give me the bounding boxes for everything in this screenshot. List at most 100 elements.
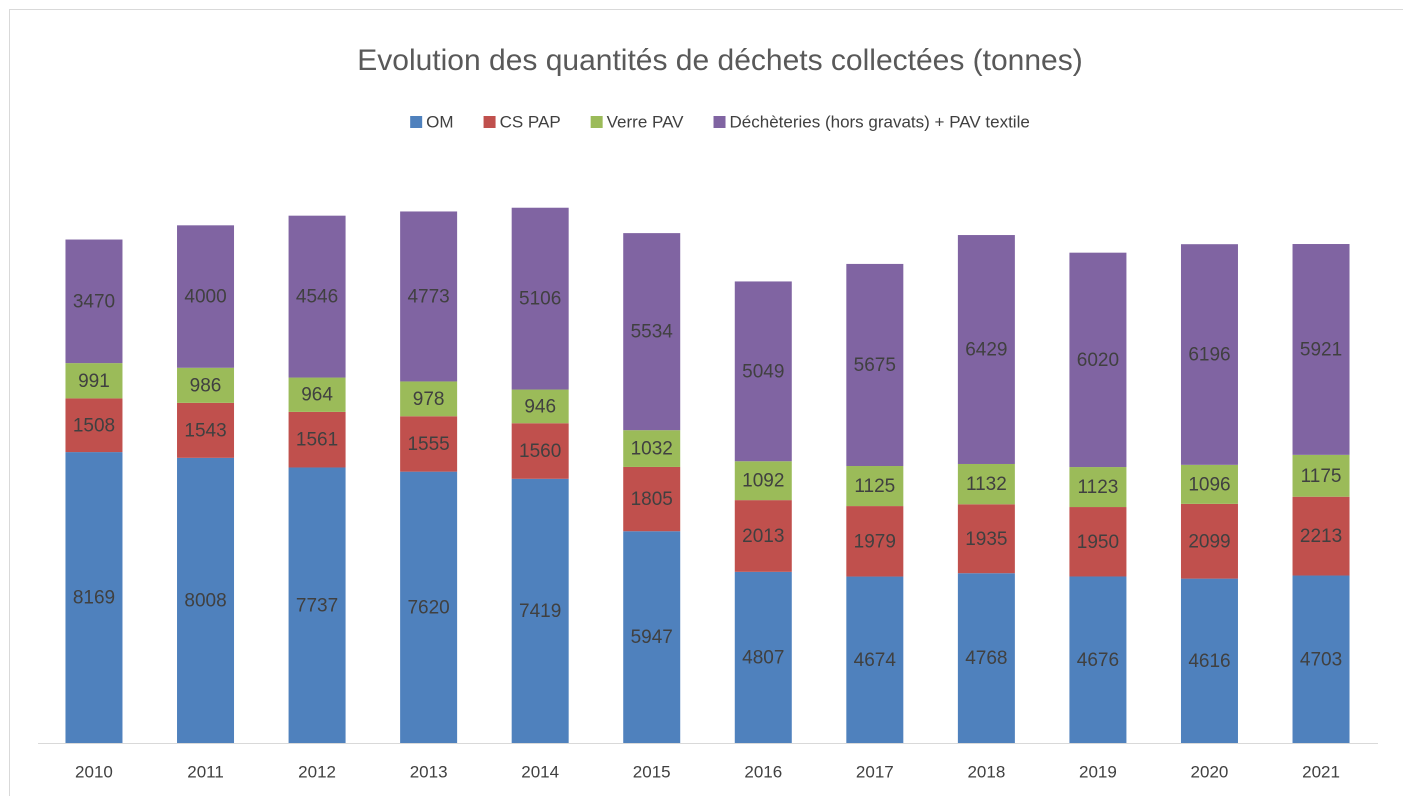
bar-segment <box>1069 467 1127 508</box>
x-tick-label: 2014 <box>521 762 559 781</box>
data-label: 8169 <box>73 588 115 609</box>
bar-segment <box>846 576 904 743</box>
bar-segment <box>957 504 1015 574</box>
data-label: 5947 <box>631 627 673 648</box>
bar-segment <box>511 389 569 424</box>
data-label: 5534 <box>631 322 674 343</box>
bar-segment <box>1069 507 1127 577</box>
data-label: 4768 <box>965 648 1007 669</box>
data-label: 1175 <box>1301 466 1342 487</box>
legend-label: OM <box>426 112 453 131</box>
bar-segment <box>734 461 792 501</box>
bar-segment <box>1292 496 1350 576</box>
bar-segment <box>400 381 458 417</box>
data-label: 1132 <box>966 474 1007 495</box>
bar-segment <box>846 263 904 467</box>
data-label: 4000 <box>184 287 226 308</box>
data-label: 8008 <box>184 590 226 611</box>
legend-swatch <box>713 116 726 128</box>
data-label: 1950 <box>1077 532 1119 553</box>
x-tick-label: 2016 <box>744 762 782 781</box>
bar-segment <box>511 423 569 479</box>
data-label: 991 <box>78 371 110 392</box>
x-tick-label: 2020 <box>1191 762 1229 781</box>
bar-segment <box>1292 454 1350 497</box>
data-label: 4674 <box>854 650 897 671</box>
chart-title: Evolution des quantités de déchets colle… <box>357 44 1082 77</box>
bar-segment <box>400 211 458 382</box>
bar-segment <box>957 235 1015 464</box>
bar-segment <box>1180 503 1238 579</box>
bar-segment <box>288 467 346 743</box>
data-label: 3470 <box>73 291 115 312</box>
data-label: 1092 <box>742 471 784 492</box>
bar-segment <box>623 233 681 431</box>
data-label: 6020 <box>1077 350 1119 371</box>
data-label: 1032 <box>631 439 673 460</box>
legend-label: Verre PAV <box>607 112 685 131</box>
bar-segment <box>1069 576 1127 743</box>
bar-segment <box>288 215 346 378</box>
data-label: 4773 <box>407 286 449 307</box>
bar-segment <box>177 367 235 403</box>
data-label: 4616 <box>1188 651 1230 672</box>
x-tick-label: 2011 <box>187 762 224 781</box>
bar-segment <box>957 573 1015 743</box>
bar-segment <box>623 466 681 532</box>
bar-segment <box>511 478 569 743</box>
data-label: 1096 <box>1188 474 1230 495</box>
bar-segment <box>65 452 123 743</box>
data-label: 4676 <box>1077 650 1119 671</box>
bar-segment <box>1180 244 1238 465</box>
data-label: 1805 <box>631 489 673 510</box>
data-label: 1555 <box>407 434 449 455</box>
bar-segment <box>400 416 458 472</box>
data-label: 1125 <box>854 476 895 497</box>
data-label: 1935 <box>965 529 1007 550</box>
chart-border <box>9 9 1403 796</box>
bar-segment <box>177 402 235 458</box>
data-label: 1561 <box>296 430 338 451</box>
bar-segment <box>65 239 123 364</box>
bar-segment <box>1180 464 1238 504</box>
bar-segment <box>846 506 904 577</box>
data-label: 6429 <box>965 340 1007 361</box>
data-label: 1508 <box>73 415 115 436</box>
x-tick-label: 2021 <box>1302 762 1340 781</box>
legend-label: Déchèteries (hors gravats) + PAV textile <box>730 112 1030 131</box>
bar-segment <box>957 463 1015 505</box>
data-label: 1979 <box>854 531 896 552</box>
data-label: 5675 <box>854 355 896 376</box>
data-label: 7620 <box>407 597 449 618</box>
bar-segment <box>1292 244 1350 455</box>
bar-segment <box>734 281 792 462</box>
bar-segment <box>65 398 123 453</box>
data-label: 4807 <box>742 647 784 668</box>
data-label: 7737 <box>296 595 338 616</box>
x-tick-label: 2012 <box>298 762 336 781</box>
data-label: 5049 <box>742 361 784 382</box>
bar-segment <box>734 500 792 572</box>
data-label: 1123 <box>1077 477 1118 498</box>
x-tick-label: 2017 <box>856 762 894 781</box>
data-label: 6196 <box>1188 345 1230 366</box>
data-label: 2099 <box>1188 531 1230 552</box>
x-tick-label: 2018 <box>967 762 1005 781</box>
legend-swatch <box>483 116 496 128</box>
bar-segment <box>288 377 346 412</box>
bar-segment <box>1069 252 1127 468</box>
data-label: 5921 <box>1300 339 1342 360</box>
legend-swatch <box>410 116 423 128</box>
data-label: 978 <box>413 389 445 410</box>
data-label: 946 <box>524 396 556 417</box>
bar-segment <box>177 225 235 368</box>
bar-segment <box>623 430 681 467</box>
data-label: 964 <box>301 385 333 406</box>
bar-segment <box>65 363 123 399</box>
bar-segment <box>1292 575 1350 743</box>
data-label: 7419 <box>519 601 561 622</box>
bar-segment <box>734 571 792 743</box>
data-label: 4703 <box>1300 649 1342 670</box>
